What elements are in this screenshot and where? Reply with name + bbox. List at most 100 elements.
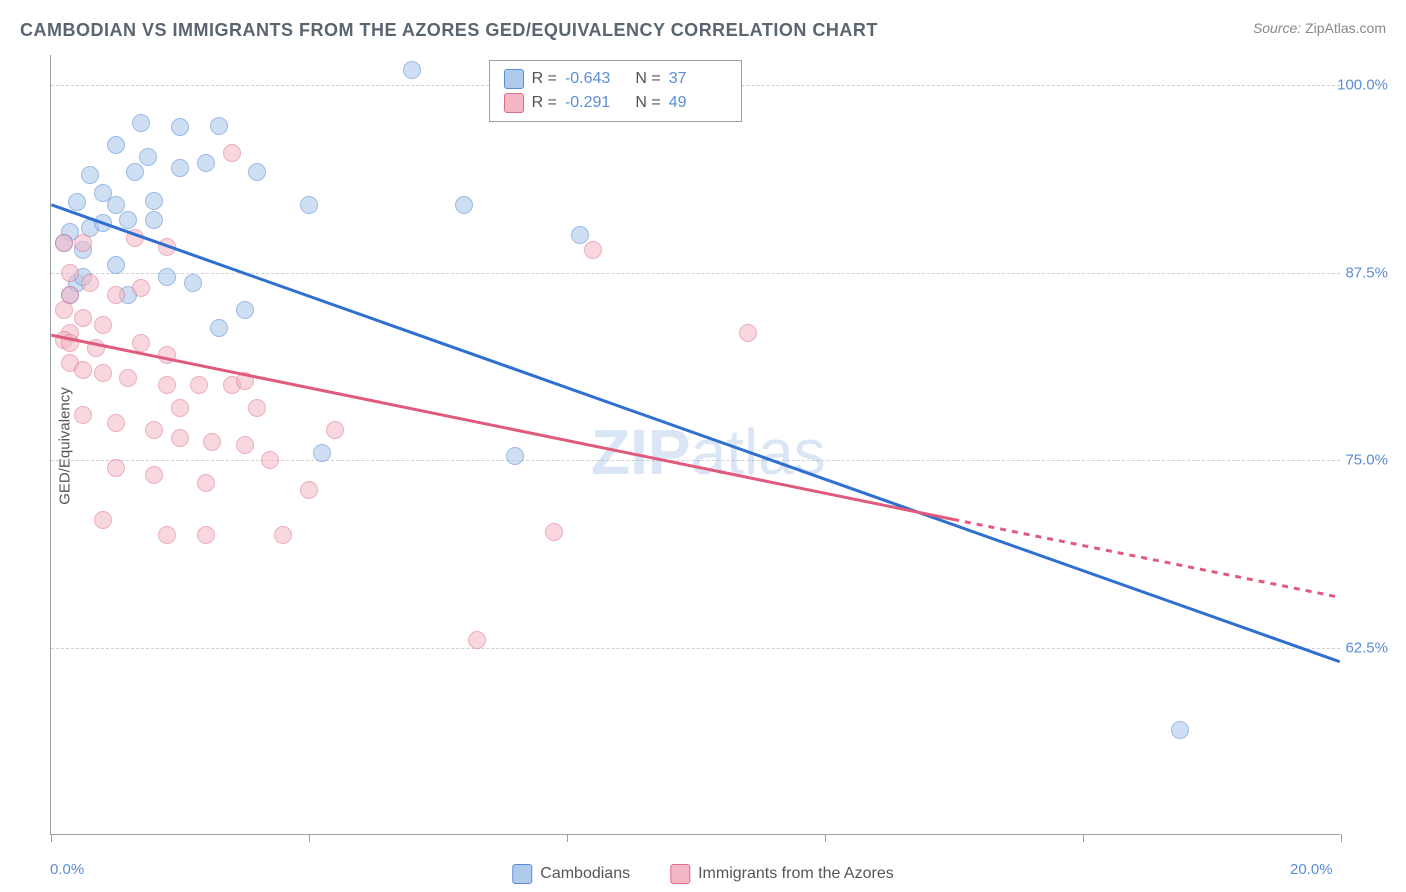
- watermark-bold: ZIP: [591, 416, 691, 488]
- x-tick: [1341, 834, 1342, 842]
- data-point: [132, 279, 150, 297]
- data-point: [126, 163, 144, 181]
- series-legend-label: Cambodians: [540, 865, 630, 883]
- data-point: [81, 166, 99, 184]
- data-point: [132, 114, 150, 132]
- data-point: [197, 474, 215, 492]
- data-point: [248, 163, 266, 181]
- stat-n-value: 49: [669, 94, 727, 112]
- data-point: [119, 211, 137, 229]
- data-point: [455, 196, 473, 214]
- data-point: [545, 523, 563, 541]
- data-point: [739, 324, 757, 342]
- data-point: [158, 268, 176, 286]
- legend-swatch: [504, 69, 524, 89]
- data-point: [210, 117, 228, 135]
- data-point: [107, 414, 125, 432]
- data-point: [74, 361, 92, 379]
- legend-swatch: [512, 864, 532, 884]
- regression-line: [953, 519, 1340, 597]
- data-point: [61, 334, 79, 352]
- y-tick-label: 87.5%: [1345, 264, 1388, 281]
- data-point: [107, 286, 125, 304]
- series-legend-label: Immigrants from the Azores: [698, 865, 894, 883]
- x-tick: [1083, 834, 1084, 842]
- data-point: [210, 319, 228, 337]
- stat-r-key: R =: [532, 94, 557, 112]
- data-point: [145, 466, 163, 484]
- stat-r-key: R =: [532, 70, 557, 88]
- data-point: [248, 399, 266, 417]
- data-point: [87, 339, 105, 357]
- data-point: [190, 376, 208, 394]
- stats-legend: R = -0.643 N = 37 R = -0.291 N = 49: [489, 60, 742, 122]
- x-tick: [309, 834, 310, 842]
- data-point: [107, 196, 125, 214]
- data-point: [261, 451, 279, 469]
- plot-area: ZIPatlas: [50, 55, 1340, 835]
- data-point: [184, 274, 202, 292]
- data-point: [145, 192, 163, 210]
- source-attribution: Source: ZipAtlas.com: [1253, 20, 1386, 36]
- y-tick-label: 75.0%: [1345, 452, 1388, 469]
- data-point: [94, 511, 112, 529]
- data-point: [145, 421, 163, 439]
- data-point: [506, 447, 524, 465]
- x-tick-label: 0.0%: [50, 861, 84, 878]
- data-point: [171, 159, 189, 177]
- data-point: [171, 399, 189, 417]
- data-point: [203, 433, 221, 451]
- stat-n-key: N =: [631, 94, 661, 112]
- data-point: [171, 118, 189, 136]
- data-point: [94, 364, 112, 382]
- data-point: [300, 196, 318, 214]
- y-tick-label: 100.0%: [1337, 77, 1388, 94]
- data-point: [403, 61, 421, 79]
- data-point: [68, 193, 86, 211]
- data-point: [107, 459, 125, 477]
- data-point: [197, 526, 215, 544]
- watermark-rest: atlas: [691, 416, 826, 488]
- gridline: [51, 273, 1340, 274]
- gridline: [51, 460, 1340, 461]
- data-point: [61, 264, 79, 282]
- data-point: [313, 444, 331, 462]
- data-point: [94, 316, 112, 334]
- data-point: [132, 334, 150, 352]
- data-point: [55, 234, 73, 252]
- series-legend: Cambodians Immigrants from the Azores: [512, 864, 893, 884]
- data-point: [81, 274, 99, 292]
- legend-swatch: [504, 93, 524, 113]
- stat-r-value: -0.643: [565, 70, 623, 88]
- stats-legend-row: R = -0.643 N = 37: [504, 67, 727, 91]
- gridline: [51, 648, 1340, 649]
- watermark: ZIPatlas: [591, 415, 826, 489]
- stat-r-value: -0.291: [565, 94, 623, 112]
- data-point: [145, 211, 163, 229]
- stats-legend-row: R = -0.291 N = 49: [504, 91, 727, 115]
- series-legend-item: Immigrants from the Azores: [670, 864, 894, 884]
- data-point: [139, 148, 157, 166]
- y-tick-label: 62.5%: [1345, 639, 1388, 656]
- data-point: [94, 214, 112, 232]
- data-point: [171, 429, 189, 447]
- data-point: [158, 526, 176, 544]
- data-point: [107, 256, 125, 274]
- data-point: [236, 372, 254, 390]
- chart-title: CAMBODIAN VS IMMIGRANTS FROM THE AZORES …: [20, 20, 878, 41]
- regression-line: [51, 335, 953, 519]
- data-point: [223, 144, 241, 162]
- data-point: [126, 229, 144, 247]
- data-point: [571, 226, 589, 244]
- series-legend-item: Cambodians: [512, 864, 630, 884]
- stat-n-value: 37: [669, 70, 727, 88]
- data-point: [274, 526, 292, 544]
- source-label: Source:: [1253, 20, 1301, 36]
- data-point: [197, 154, 215, 172]
- stat-n-key: N =: [631, 70, 661, 88]
- data-point: [236, 301, 254, 319]
- data-point: [300, 481, 318, 499]
- legend-swatch: [670, 864, 690, 884]
- data-point: [1171, 721, 1189, 739]
- data-point: [119, 369, 137, 387]
